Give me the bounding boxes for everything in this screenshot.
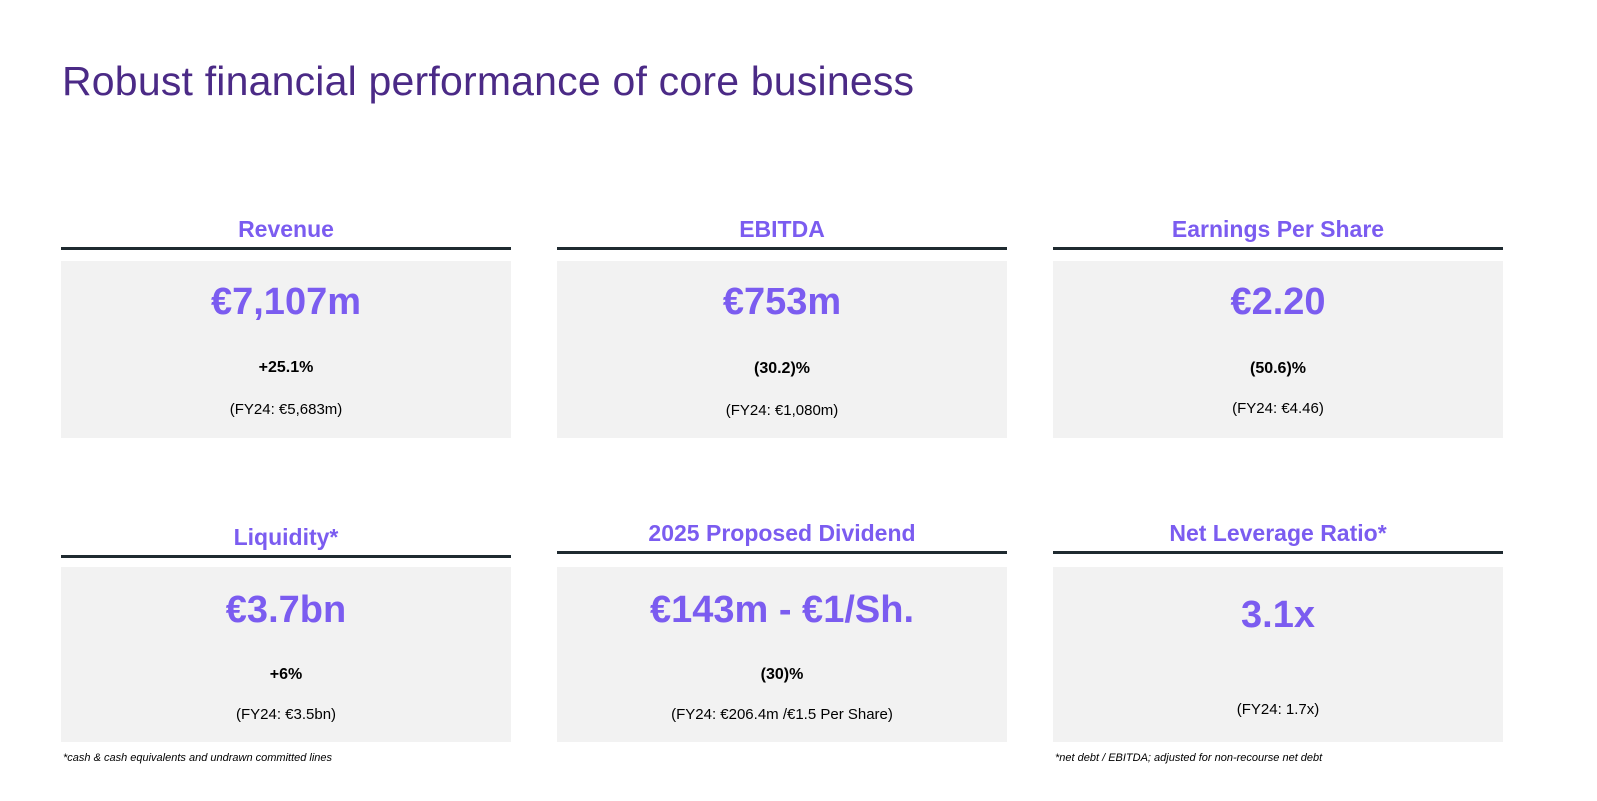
kpi-heading: Net Leverage Ratio*: [1169, 520, 1387, 546]
footnote-net-leverage: *net debt / EBITDA; adjusted for non-rec…: [1055, 752, 1323, 764]
kpi-card-liquidity: Liquidity* €3.7bn +6% (FY24: €3.5bn): [61, 519, 511, 742]
kpi-heading: EBITDA: [739, 216, 825, 242]
heading-rule: [1053, 551, 1503, 554]
kpi-heading: Revenue: [238, 216, 334, 242]
kpi-body: €3.7bn +6% (FY24: €3.5bn): [61, 567, 511, 742]
kpi-change: +6%: [269, 666, 303, 683]
kpi-prior: (FY24: €4.46): [1232, 400, 1324, 417]
kpi-body: €753m (30.2)% (FY24: €1,080m): [557, 261, 1007, 438]
kpi-card-net-leverage: Net Leverage Ratio* 3.1x (FY24: 1.7x): [1053, 515, 1503, 742]
kpi-card-revenue: Revenue €7,107m +25.1% (FY24: €5,683m): [61, 211, 511, 438]
kpi-heading: 2025 Proposed Dividend: [648, 520, 916, 546]
heading-rule: [61, 555, 511, 558]
kpi-heading: Earnings Per Share: [1171, 216, 1385, 242]
kpi-change: (30.2)%: [753, 360, 811, 377]
kpi-change: (50.6)%: [1249, 360, 1307, 377]
kpi-body: €7,107m +25.1% (FY24: €5,683m): [61, 261, 511, 438]
kpi-prior: (FY24: €206.4m /€1.5 Per Share): [671, 706, 893, 723]
kpi-body: 3.1x (FY24: 1.7x): [1053, 567, 1503, 742]
kpi-body: €143m - €1/Sh. (30)% (FY24: €206.4m /€1.…: [557, 567, 1007, 742]
heading-rule: [557, 551, 1007, 554]
kpi-body: €2.20 (50.6)% (FY24: €4.46): [1053, 261, 1503, 438]
page-title: Robust financial performance of core bus…: [62, 58, 915, 104]
kpi-prior: (FY24: €1,080m): [725, 402, 839, 419]
kpi-card-ebitda: EBITDA €753m (30.2)% (FY24: €1,080m): [557, 211, 1007, 438]
kpi-value: €753m: [722, 281, 842, 323]
kpi-card-eps: Earnings Per Share €2.20 (50.6)% (FY24: …: [1053, 211, 1503, 438]
kpi-value: €2.20: [1230, 281, 1326, 323]
kpi-change: (30)%: [760, 666, 804, 683]
kpi-value: €3.7bn: [225, 589, 347, 631]
footnote-liquidity: *cash & cash equivalents and undrawn com…: [63, 752, 333, 764]
kpi-value: €7,107m: [210, 281, 361, 323]
kpi-value: €143m - €1/Sh.: [649, 589, 915, 631]
kpi-prior: (FY24: 1.7x): [1236, 701, 1320, 718]
kpi-heading: Liquidity*: [233, 524, 339, 550]
kpi-card-dividend: 2025 Proposed Dividend €143m - €1/Sh. (3…: [557, 515, 1007, 742]
heading-rule: [557, 247, 1007, 250]
heading-rule: [61, 247, 511, 250]
kpi-change: +25.1%: [258, 359, 314, 376]
kpi-prior: (FY24: €3.5bn): [235, 706, 337, 723]
heading-rule: [1053, 247, 1503, 250]
kpi-value: 3.1x: [1241, 594, 1315, 636]
kpi-prior: (FY24: €5,683m): [229, 401, 343, 418]
